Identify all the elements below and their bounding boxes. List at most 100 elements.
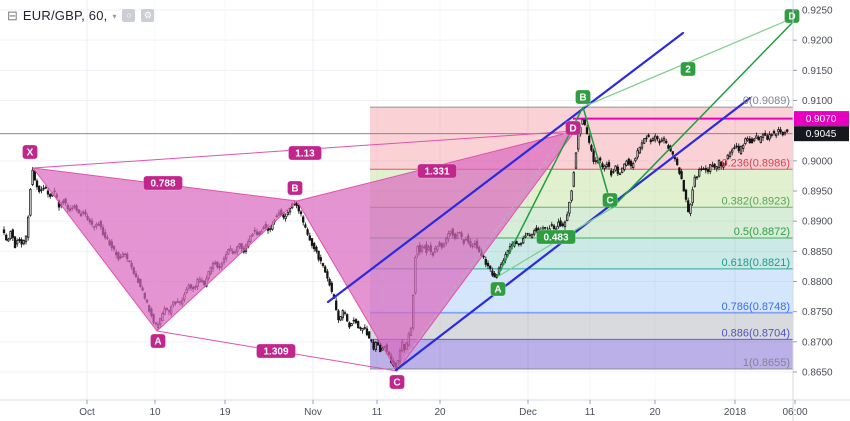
candle-body: [676, 158, 679, 165]
trend-channel-line[interactable]: [326, 31, 685, 304]
candle-body: [658, 140, 661, 144]
time-tick-label: 2018: [724, 407, 747, 418]
candle-body: [544, 227, 547, 229]
candle-body: [713, 163, 716, 168]
candle-body: [44, 187, 47, 189]
green-pattern-label[interactable]: B: [575, 89, 591, 105]
candle-body: [335, 300, 338, 311]
candle-body: [781, 131, 784, 136]
visibility-icon[interactable]: ○: [122, 9, 136, 22]
green-pattern-line[interactable]: [611, 21, 794, 209]
candle-body: [651, 138, 655, 141]
candle-body: [702, 168, 705, 171]
candle-body: [297, 204, 300, 212]
xabcd-ratio-label[interactable]: 1.331: [417, 163, 457, 179]
candle-body: [352, 319, 355, 322]
settings-icon[interactable]: ⚙: [141, 9, 155, 22]
candle-body: [777, 129, 780, 133]
last-price-label-box: [794, 126, 849, 142]
candle-body: [592, 150, 595, 162]
candle-body: [572, 172, 575, 187]
xabcd-triangle[interactable]: [31, 167, 299, 332]
candle-body: [590, 145, 593, 151]
candle-body: [682, 179, 685, 192]
xabcd-point-label[interactable]: B: [287, 180, 303, 196]
candle-body: [566, 214, 569, 222]
candle-body: [744, 138, 747, 144]
candle-body: [18, 238, 21, 241]
candle-body: [667, 145, 670, 149]
green-pattern-label[interactable]: D: [784, 8, 800, 24]
green-pattern-label[interactable]: 2: [680, 61, 696, 77]
last-price-label: 0.9045: [794, 126, 849, 142]
candle-body: [357, 321, 360, 329]
xabcd-point-label[interactable]: D: [565, 120, 581, 136]
xabcd-point-label-box: [22, 144, 38, 160]
green-pattern-label[interactable]: A: [490, 281, 506, 297]
candle-body: [689, 203, 692, 214]
candle-body: [671, 151, 674, 155]
xabcd-point-label[interactable]: C: [389, 374, 405, 390]
candle-body: [350, 323, 353, 327]
candle-body: [379, 344, 382, 353]
candle-body: [20, 239, 23, 245]
candle-body: [42, 187, 45, 190]
price-tick-label: 0.9150: [802, 66, 833, 77]
candle-body: [515, 241, 518, 244]
candle-body: [618, 173, 622, 175]
candle-body: [348, 322, 351, 328]
candle-body: [726, 154, 729, 160]
price-tick-label: 0.8900: [802, 217, 833, 228]
xabcd-ratio-label-box: [256, 343, 296, 359]
candle-body: [647, 134, 650, 138]
time-tick-label: 20: [649, 407, 661, 418]
candle-body: [286, 211, 289, 215]
candle-body: [528, 234, 531, 237]
collapse-icon[interactable]: ⊟: [7, 7, 18, 23]
candle-body: [638, 146, 641, 154]
candle-body: [38, 185, 41, 192]
candle-body: [687, 200, 690, 213]
green-pattern-label-text: A: [494, 285, 501, 296]
green-pattern-label[interactable]: C: [602, 192, 618, 208]
candle-body: [370, 339, 373, 342]
price-axis[interactable]: 0.9250 0.9200 0.9150 0.9100 0.9000 0.8950 0.89…: [793, 6, 849, 379]
xabcd-point-label-box: [287, 180, 303, 196]
xabcd-point-label[interactable]: A: [150, 333, 166, 349]
candle-body: [484, 258, 487, 265]
candle-body: [711, 164, 714, 167]
green-pattern-line[interactable]: [496, 106, 584, 278]
candle-body: [361, 328, 364, 331]
xabcd-point-label-text: D: [569, 124, 576, 135]
candle-body: [623, 163, 626, 170]
candle-body: [772, 130, 776, 134]
candle-body: [27, 216, 30, 238]
candle-body: [621, 167, 624, 173]
candle-body: [757, 136, 760, 141]
green-pattern-label[interactable]: 0.483: [536, 229, 576, 245]
xabcd-ratio-label[interactable]: 0.788: [143, 175, 183, 191]
price-tick-label: 0.8800: [802, 277, 833, 288]
candle-body: [764, 133, 767, 136]
candle-body: [33, 170, 36, 181]
fib-baseline-dashed[interactable]: [396, 106, 585, 370]
xabcd-ratio-label[interactable]: 1.13: [288, 145, 322, 161]
candle-body: [665, 140, 668, 144]
time-axis[interactable]: Oct 10 19 Nov 11 20 Dec 11 20 2018 06:00: [79, 400, 808, 418]
xabcd-ratio-label[interactable]: 1.309: [256, 343, 296, 359]
candle-body: [581, 119, 584, 125]
green-pattern-line[interactable]: [582, 106, 613, 209]
green-pattern-label-text: D: [788, 12, 795, 23]
candle-body: [493, 273, 496, 278]
candle-body: [603, 165, 606, 169]
candle-body: [706, 168, 710, 172]
candle-body: [746, 138, 749, 141]
alert-price-label[interactable]: 0.9070: [794, 111, 849, 127]
candle-body: [570, 190, 573, 201]
symbol-title[interactable]: EUR/GBP, 60,: [22, 8, 108, 23]
candle-body: [660, 139, 663, 142]
candle-body: [9, 231, 12, 240]
xabcd-point-label[interactable]: X: [22, 144, 38, 160]
chevron-down-icon[interactable]: ▾: [112, 12, 117, 21]
